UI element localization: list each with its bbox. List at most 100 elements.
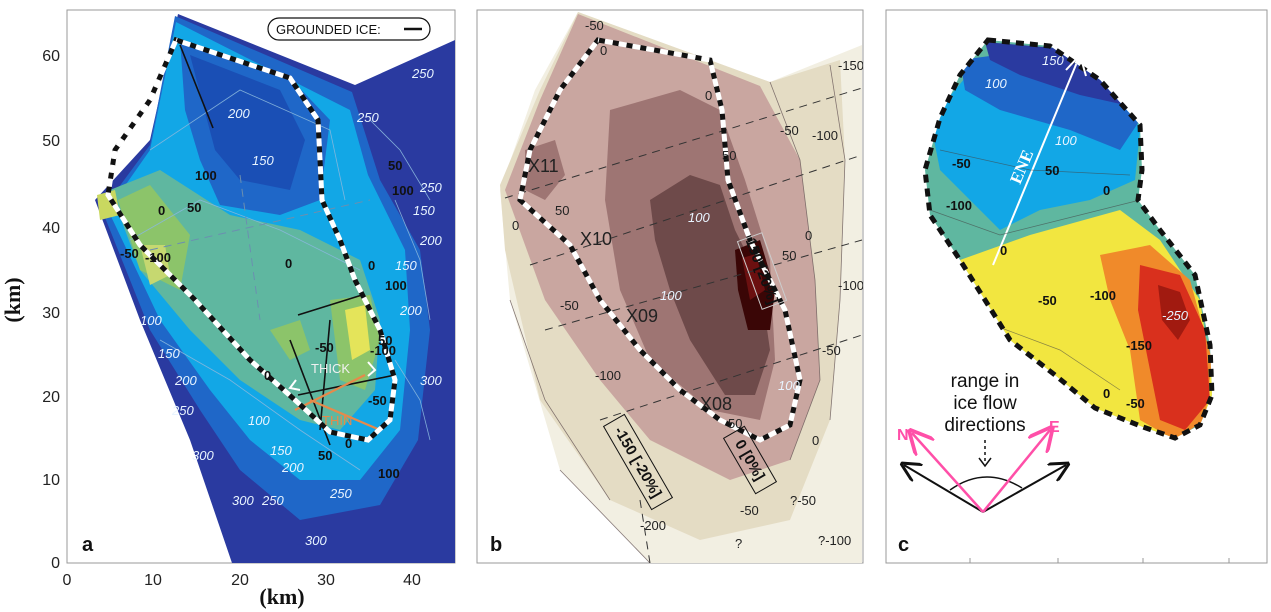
contour-label: 250 [356, 110, 379, 125]
contour-label: -100 [838, 278, 864, 293]
panel-c: 150 100 100 50 0 -50 -100 -50 -100 -150 … [885, 9, 1268, 564]
contour-label: 300 [420, 373, 442, 388]
contour-label: 300 [305, 533, 327, 548]
panel-b-letter: b [490, 534, 502, 556]
contour-label: 50 [728, 416, 742, 431]
contour-label: 50 [388, 158, 402, 173]
contour-label: 0 [1103, 386, 1110, 401]
y-tick: 60 [42, 48, 60, 65]
contour-label: -150 [838, 58, 864, 73]
compass-e-label: E [1049, 419, 1060, 436]
compass-n-label: N [897, 427, 909, 444]
flow-direction-fan: N E [897, 419, 1066, 513]
grounded-ice-boundary-c [922, 37, 1215, 441]
contour-label: 150 [413, 203, 435, 218]
y-tick: 30 [42, 305, 60, 322]
contour-label: -150 [1126, 338, 1152, 353]
panel-c-ticks [969, 558, 1230, 563]
x-tick: 0 [63, 572, 72, 589]
panel-c-letter: c [898, 534, 909, 556]
contour-label: 250 [329, 486, 352, 501]
contour-label: 0 [805, 228, 812, 243]
range-text-line1: range in [951, 371, 1020, 392]
y-tick: 0 [51, 555, 60, 572]
contour-label: -100 [370, 343, 396, 358]
contour-label: 300 [192, 448, 214, 463]
contour-label: -50 [560, 298, 579, 313]
flight-line-label: X10 [580, 229, 612, 249]
contour-label: -100 [946, 198, 972, 213]
grounded-ice-legend: GROUNDED ICE: [267, 17, 431, 41]
contour-label: 200 [174, 373, 197, 388]
flight-line-label: X08 [700, 394, 732, 414]
contour-label: 150 [1042, 53, 1064, 68]
flight-line-label: X09 [626, 306, 658, 326]
contour-label: ? [735, 536, 742, 551]
contour-label: -50 [1038, 293, 1057, 308]
range-pointer-head-icon [978, 457, 992, 468]
contour-label: -50 [315, 340, 334, 355]
thick-label: THICK [311, 361, 350, 376]
contour-label: 100 [660, 288, 682, 303]
contour-label: 150 [252, 153, 274, 168]
contour-label: 100 [688, 210, 710, 225]
range-text-line2: ice flow [953, 393, 1017, 414]
y-tick: 20 [42, 389, 60, 406]
contour-label: -50 [120, 246, 139, 261]
x-tick: 10 [144, 572, 162, 589]
y-axis: 0 10 20 30 40 50 60 (km) [0, 48, 60, 572]
contour-label: 0 [512, 218, 519, 233]
y-tick: 50 [42, 133, 60, 150]
north-arrow-icon [912, 433, 984, 513]
contour-label: 150 [158, 346, 180, 361]
contour-label: 0 [158, 203, 165, 218]
contour-label: 250 [419, 180, 442, 195]
contour-label: 0 [285, 256, 292, 271]
contour-label: 50 [555, 203, 569, 218]
contour-label: 200 [227, 106, 250, 121]
contour-label: 100 [985, 76, 1007, 91]
contour-label: 0 [1000, 243, 1007, 258]
contour-label: 50 [1045, 163, 1059, 178]
x-axis-label: (km) [259, 584, 304, 609]
contour-label: 50 [378, 333, 392, 348]
flight-line-label: X11 [528, 156, 559, 176]
contour-label: 200 [419, 233, 442, 248]
contour-label: 50 [722, 148, 736, 163]
contour-label: 250 [261, 493, 284, 508]
x-tick: 40 [403, 572, 421, 589]
y-tick: 40 [42, 220, 60, 237]
contour-label: 0 [1103, 183, 1110, 198]
contour-label: 0 [705, 88, 712, 103]
ene-arrow-icon [1065, 53, 1087, 77]
panel-b: X11 X10 X09 X08 150 [20%] -150 [-20%] 0 … [476, 9, 864, 564]
contour-label: -50 [822, 343, 841, 358]
contour-label: -50 [1126, 396, 1145, 411]
y-axis-label: (km) [0, 277, 25, 322]
contour-label: -100 [1090, 288, 1116, 303]
contour-label: ?-100 [818, 533, 851, 548]
contour-label: -50 [780, 123, 799, 138]
contour-label: 100 [385, 278, 407, 293]
thin-label: THIN [322, 413, 352, 428]
x-axis: 0 10 20 30 40 (km) [63, 572, 421, 609]
contour-label: 150 [395, 258, 417, 273]
contour-label: -50 [740, 503, 759, 518]
x-tick: 30 [317, 572, 335, 589]
contour-label: 250 [171, 403, 194, 418]
contour-label: 200 [281, 460, 304, 475]
y-tick: 10 [42, 472, 60, 489]
contour-label: 250 [411, 66, 434, 81]
contour-label: 0 [812, 433, 819, 448]
contour-label: -50 [952, 156, 971, 171]
contour-label: -100 [595, 368, 621, 383]
contour-label: -100 [145, 250, 171, 265]
contour-label: 0 [264, 368, 271, 383]
east-arrow-icon [982, 430, 1050, 513]
contour-label: -250 [1162, 308, 1189, 323]
contour-label: 150 [270, 443, 292, 458]
legend-label: GROUNDED ICE: [276, 22, 381, 37]
contour-label: 100 [248, 413, 270, 428]
contour-label: 300 [232, 493, 254, 508]
